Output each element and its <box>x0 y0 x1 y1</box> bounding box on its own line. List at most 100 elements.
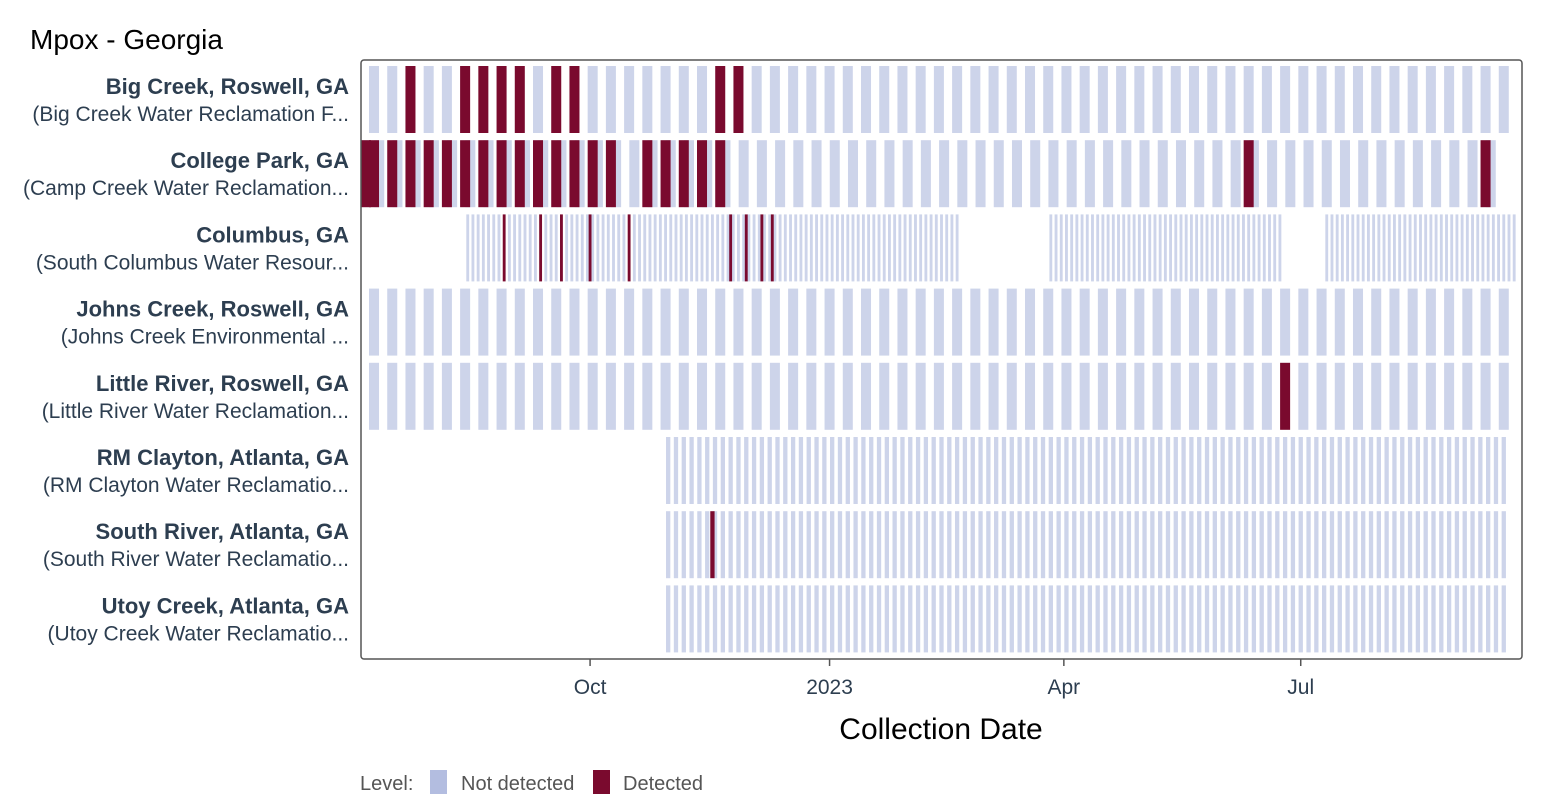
not-detected-sample-bar <box>931 437 936 504</box>
not-detected-sample-bar <box>876 437 882 504</box>
detected-sample-bar <box>423 140 434 208</box>
not-detected-sample-bar <box>678 66 689 133</box>
not-detected-sample-bar <box>759 585 765 653</box>
not-detected-sample-bar <box>1400 437 1405 504</box>
not-detected-sample-bar <box>768 214 772 282</box>
not-detected-sample-bar <box>1085 214 1089 282</box>
not-detected-sample-bar <box>1259 511 1264 579</box>
not-detected-sample-bar <box>1064 437 1069 504</box>
not-detected-sample-bar <box>1228 585 1233 653</box>
not-detected-sample-bar <box>728 437 733 504</box>
not-detected-sample-bar <box>1247 214 1251 282</box>
not-detected-sample-bar <box>806 362 817 430</box>
not-detected-sample-bar <box>752 214 756 282</box>
not-detected-sample-bar <box>1486 214 1490 282</box>
not-detected-sample-bar <box>507 214 511 282</box>
not-detected-sample-bar <box>1243 66 1254 133</box>
detected-sample-bar <box>1280 362 1291 430</box>
not-detected-sample-bar <box>1407 511 1413 579</box>
not-detected-sample-bar <box>1158 511 1163 579</box>
not-detected-sample-bar <box>565 214 569 282</box>
not-detected-sample-bar <box>788 66 799 133</box>
not-detected-sample-bar <box>1480 288 1491 356</box>
not-detected-sample-bar <box>872 214 876 282</box>
not-detected-sample-bar <box>1470 511 1475 579</box>
legend-label-not-detected: Not detected <box>461 773 574 795</box>
not-detected-sample-bar <box>1243 585 1249 653</box>
not-detected-sample-bar <box>879 66 890 133</box>
not-detected-sample-bar <box>1389 288 1400 356</box>
not-detected-sample-bar <box>617 214 621 282</box>
detected-sample-bar <box>539 214 543 282</box>
not-detected-sample-bar <box>679 214 683 282</box>
not-detected-sample-bar <box>538 140 549 208</box>
not-detected-sample-bar <box>1382 214 1386 282</box>
not-detected-sample-bar <box>1103 511 1108 579</box>
not-detected-sample-bar <box>975 140 986 208</box>
site-name-label: South River, Atlanta, GA <box>96 519 350 544</box>
not-detected-sample-bar <box>908 214 912 282</box>
not-detected-sample-bar <box>1376 585 1381 653</box>
not-detected-sample-bar <box>851 214 855 282</box>
not-detected-sample-bar <box>1353 585 1358 653</box>
not-detected-sample-bar <box>1157 140 1168 208</box>
not-detected-sample-bar <box>666 437 671 504</box>
not-detected-sample-bar <box>994 585 999 653</box>
not-detected-sample-bar <box>1400 511 1405 579</box>
not-detected-sample-bar <box>1212 140 1223 208</box>
not-detected-sample-bar <box>1165 437 1171 504</box>
site-facility-label: (Camp Creek Water Reclamation... <box>23 177 349 200</box>
not-detected-sample-bar <box>751 437 757 504</box>
not-detected-sample-bar <box>720 511 725 579</box>
not-detected-sample-bar <box>1303 140 1314 208</box>
not-detected-sample-bar <box>1061 288 1072 356</box>
not-detected-sample-bar <box>1306 511 1311 579</box>
not-detected-sample-bar <box>775 511 780 579</box>
not-detected-sample-bar <box>1407 437 1413 504</box>
not-detected-sample-bar <box>1200 214 1204 282</box>
not-detected-sample-bar <box>1126 511 1132 579</box>
detected-sample-bar <box>678 140 689 208</box>
not-detected-sample-bar <box>908 437 913 504</box>
not-detected-sample-bar <box>1101 214 1105 282</box>
not-detected-sample-bar <box>952 288 963 356</box>
site-facility-label: (South River Water Reclamatio... <box>43 548 349 571</box>
not-detected-sample-bar <box>1097 288 1108 356</box>
not-detected-sample-bar <box>653 214 657 282</box>
not-detected-sample-bar <box>441 362 452 430</box>
not-detected-sample-bar <box>763 214 766 282</box>
not-detected-sample-bar <box>914 214 917 282</box>
not-detected-sample-bar <box>1242 214 1245 282</box>
not-detected-sample-bar <box>1251 585 1257 653</box>
site-labels: Big Creek, Roswell, GA (Big Creek Water R… <box>23 74 349 645</box>
not-detected-sample-bar <box>939 511 944 579</box>
not-detected-sample-bar <box>705 214 709 282</box>
not-detected-sample-bar <box>1439 214 1443 282</box>
detected-sample-bar <box>514 66 525 133</box>
not-detected-sample-bar <box>689 511 694 579</box>
not-detected-sample-bar <box>986 585 991 653</box>
not-detected-sample-bar <box>624 362 635 430</box>
not-detected-sample-bar <box>1425 362 1436 430</box>
not-detected-sample-bar <box>1243 362 1254 430</box>
not-detected-sample-bar <box>673 437 679 504</box>
not-detected-sample-bar <box>1361 585 1366 653</box>
not-detected-sample-bar <box>460 362 471 430</box>
not-detected-sample-bar <box>923 511 929 579</box>
not-detected-sample-bar <box>642 288 653 356</box>
not-detected-sample-bar <box>705 511 710 579</box>
not-detected-sample-bar <box>1212 511 1217 579</box>
chart-title: Mpox - Georgia <box>30 24 223 55</box>
not-detected-sample-bar <box>798 437 804 504</box>
not-detected-sample-bar <box>1384 511 1389 579</box>
not-detected-sample-bar <box>736 585 741 653</box>
not-detected-sample-bar <box>1314 511 1319 579</box>
not-detected-sample-bar <box>1048 140 1059 208</box>
detected-sample-bar <box>733 66 744 133</box>
not-detected-sample-bar <box>1087 585 1093 653</box>
not-detected-sample-bar <box>954 511 960 579</box>
not-detected-sample-bar <box>876 585 882 653</box>
not-detected-sample-bar <box>387 66 398 133</box>
not-detected-sample-bar <box>892 585 897 653</box>
not-detected-sample-bar <box>1116 288 1127 356</box>
